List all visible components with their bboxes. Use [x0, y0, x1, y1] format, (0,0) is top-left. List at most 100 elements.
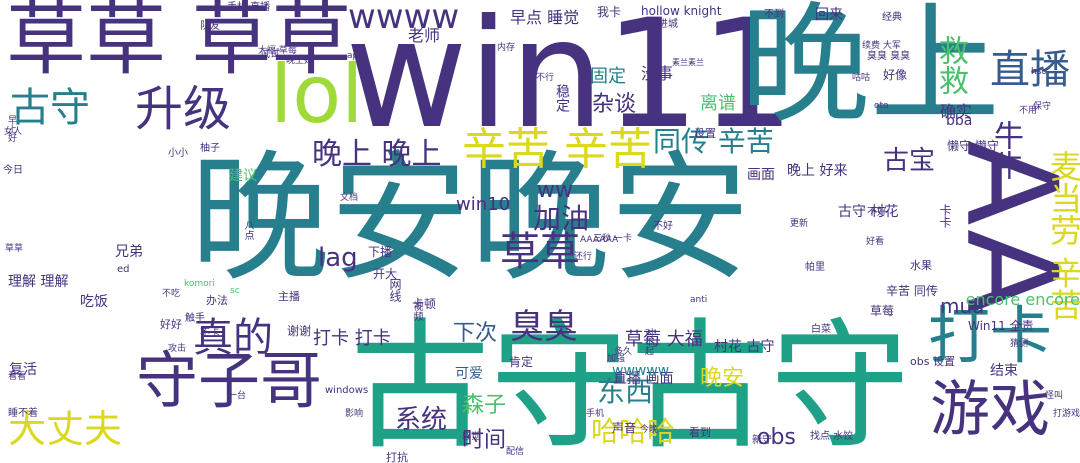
word-37: 早点 睡觉: [510, 8, 580, 27]
word-69: 可爱: [455, 366, 483, 382]
word-79: 好像: [883, 68, 908, 82]
word-108: AAAAAA: [580, 235, 619, 245]
word-109: sc: [230, 286, 240, 296]
word-128: 内存: [497, 43, 516, 53]
word-111: anti: [690, 295, 708, 305]
word-43: ww: [537, 178, 573, 203]
word-117: 草草: [5, 244, 24, 254]
word-63: 卡卡: [938, 204, 952, 228]
word-144: 打游戏: [1052, 409, 1080, 419]
word-130: 更新: [790, 219, 809, 229]
word-103: 八点: [242, 220, 253, 240]
word-75: 视频: [411, 301, 422, 321]
word-132: hso: [1031, 67, 1047, 77]
word-44: 老师: [408, 26, 441, 45]
word-82: 臭臭 臭臭: [867, 51, 911, 62]
word-4: 草草 草草: [6, 0, 352, 86]
word-33: 下次: [453, 321, 498, 346]
word-19: 救救: [933, 35, 968, 95]
word-125: 素兰素兰: [672, 58, 704, 67]
word-30: 时间: [462, 428, 507, 453]
word-96: 触手: [185, 313, 205, 324]
word-14: wwww: [348, 0, 460, 37]
word-147: 配信: [506, 447, 525, 457]
word-27: 系统: [395, 405, 448, 435]
word-99: windows: [325, 385, 369, 396]
word-127: 晚上好: [286, 56, 314, 66]
word-53: 结束: [990, 363, 1018, 379]
word-11: 古守: [10, 85, 90, 131]
word-124: 大福 草莓: [258, 46, 297, 56]
word-146: 手机: [586, 409, 605, 419]
word-84: 不到: [764, 9, 784, 20]
word-26: obs: [757, 425, 796, 450]
word-62: Win11 全责: [968, 319, 1034, 333]
word-12: 辛苦 辛苦: [462, 124, 652, 175]
word-51: 建议: [229, 168, 257, 184]
word-24: 加油: [533, 202, 590, 235]
word-15: 真的: [193, 315, 273, 361]
word-100: 不卡: [200, 328, 220, 339]
word-23: 同传 辛苦: [653, 125, 774, 158]
word-115: 小小: [168, 148, 188, 159]
word-105: 文档: [340, 193, 359, 203]
word-77: 主播: [278, 290, 300, 303]
word-1: 古守古守: [350, 306, 911, 463]
word-0: 晚安晚安: [190, 138, 751, 301]
word-54: 稳定: [554, 84, 570, 112]
word-88: 声音: [612, 421, 637, 435]
word-131: oto: [874, 101, 889, 111]
word-134: 咕咕: [852, 73, 871, 83]
word-148: 感觉: [462, 432, 481, 442]
word-119: 看看: [8, 372, 27, 382]
word-18: 臭臭: [510, 307, 578, 347]
word-89: 看到: [689, 426, 711, 439]
word-5: AA: [938, 140, 1080, 315]
word-106: 不吃: [162, 289, 181, 299]
word-13: 直播: [990, 47, 1070, 93]
word-114: 不好: [653, 221, 673, 232]
word-113: 加强: [607, 354, 626, 364]
word-34: 杂谈: [592, 92, 637, 117]
word-95: 试试: [260, 49, 280, 60]
word-35: 离谱: [700, 93, 736, 114]
word-47: encore encore: [965, 290, 1080, 309]
word-68: wwwww: [612, 363, 670, 379]
word-137: 一台: [228, 391, 247, 401]
word-120: 睡不着: [8, 408, 38, 419]
word-55: 直播 画面: [613, 371, 674, 387]
word-61: hollow knight: [641, 4, 722, 18]
word-129: 不行: [536, 73, 555, 83]
word-29: 哈哈哈: [591, 415, 676, 448]
word-36: 固定: [590, 66, 626, 87]
word-92: 水果: [910, 259, 932, 272]
word-93: obs 设置: [910, 355, 955, 368]
word-118: ed: [117, 264, 130, 275]
word-16: 草草: [500, 229, 580, 275]
word-126: ap: [347, 51, 359, 61]
word-52: 兄弟: [115, 244, 143, 260]
word-81: 设置: [694, 127, 716, 140]
word-66: 辛苦 同传: [886, 284, 938, 298]
word-104: 白菜: [811, 324, 831, 335]
word-67: 草莓: [870, 304, 895, 318]
word-123: 对不起: [643, 328, 653, 355]
word-90: 新守: [752, 435, 772, 446]
word-87: 手机 直播: [227, 2, 271, 13]
word-73: 网线: [388, 278, 402, 302]
word-101: 帕里: [805, 262, 825, 273]
word-32: lag: [318, 243, 358, 273]
word-45: 没事: [641, 64, 674, 83]
word-139: 女人: [4, 127, 23, 137]
word-91: 打抗: [386, 451, 408, 463]
word-21: 牛牛: [988, 120, 1023, 180]
word-97: 今日: [3, 165, 23, 176]
word-28: 东西: [597, 375, 654, 408]
word-48: 理解 理解: [8, 274, 69, 290]
word-140: 今晚: [640, 425, 659, 435]
word-60: bba: [946, 113, 973, 129]
word-17: 大丈夫: [8, 407, 123, 451]
word-38: 确实: [940, 102, 973, 121]
word-6: 打卡: [928, 299, 1053, 372]
